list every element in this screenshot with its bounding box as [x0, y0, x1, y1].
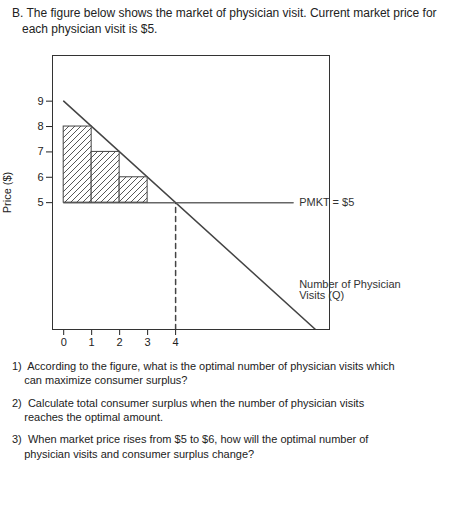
svg-text:0: 0	[61, 336, 67, 348]
svg-text:6: 6	[37, 171, 43, 183]
svg-text:5: 5	[37, 196, 43, 208]
html-text:1) According to the figure, wh: 1) According to the figure, what is the …	[12, 360, 395, 387]
svg-text:8: 8	[37, 120, 43, 132]
svg-text:2: 2	[117, 336, 123, 348]
html-text:2) Calculate total consumer su: 2) Calculate total consumer surplus when…	[12, 396, 365, 424]
svg-text:4: 4	[173, 336, 179, 348]
svg-text:Number of PhysicianVisits (Q): Number of PhysicianVisits (Q)	[299, 278, 401, 301]
html-text:3) When market price rises fro: 3) When market price rises from $5 to $6…	[12, 433, 369, 460]
svg-text:PMKT = $5: PMKT = $5	[299, 196, 354, 208]
svg-text:9: 9	[37, 95, 43, 107]
svg-text:1: 1	[89, 336, 95, 348]
svg-text:Price ($): Price ($)	[1, 172, 13, 214]
svg-text:3: 3	[145, 336, 151, 348]
html-text:B. The figure below shows the: B. The figure below shows the market of …	[12, 6, 437, 36]
svg-text:7: 7	[37, 146, 43, 158]
